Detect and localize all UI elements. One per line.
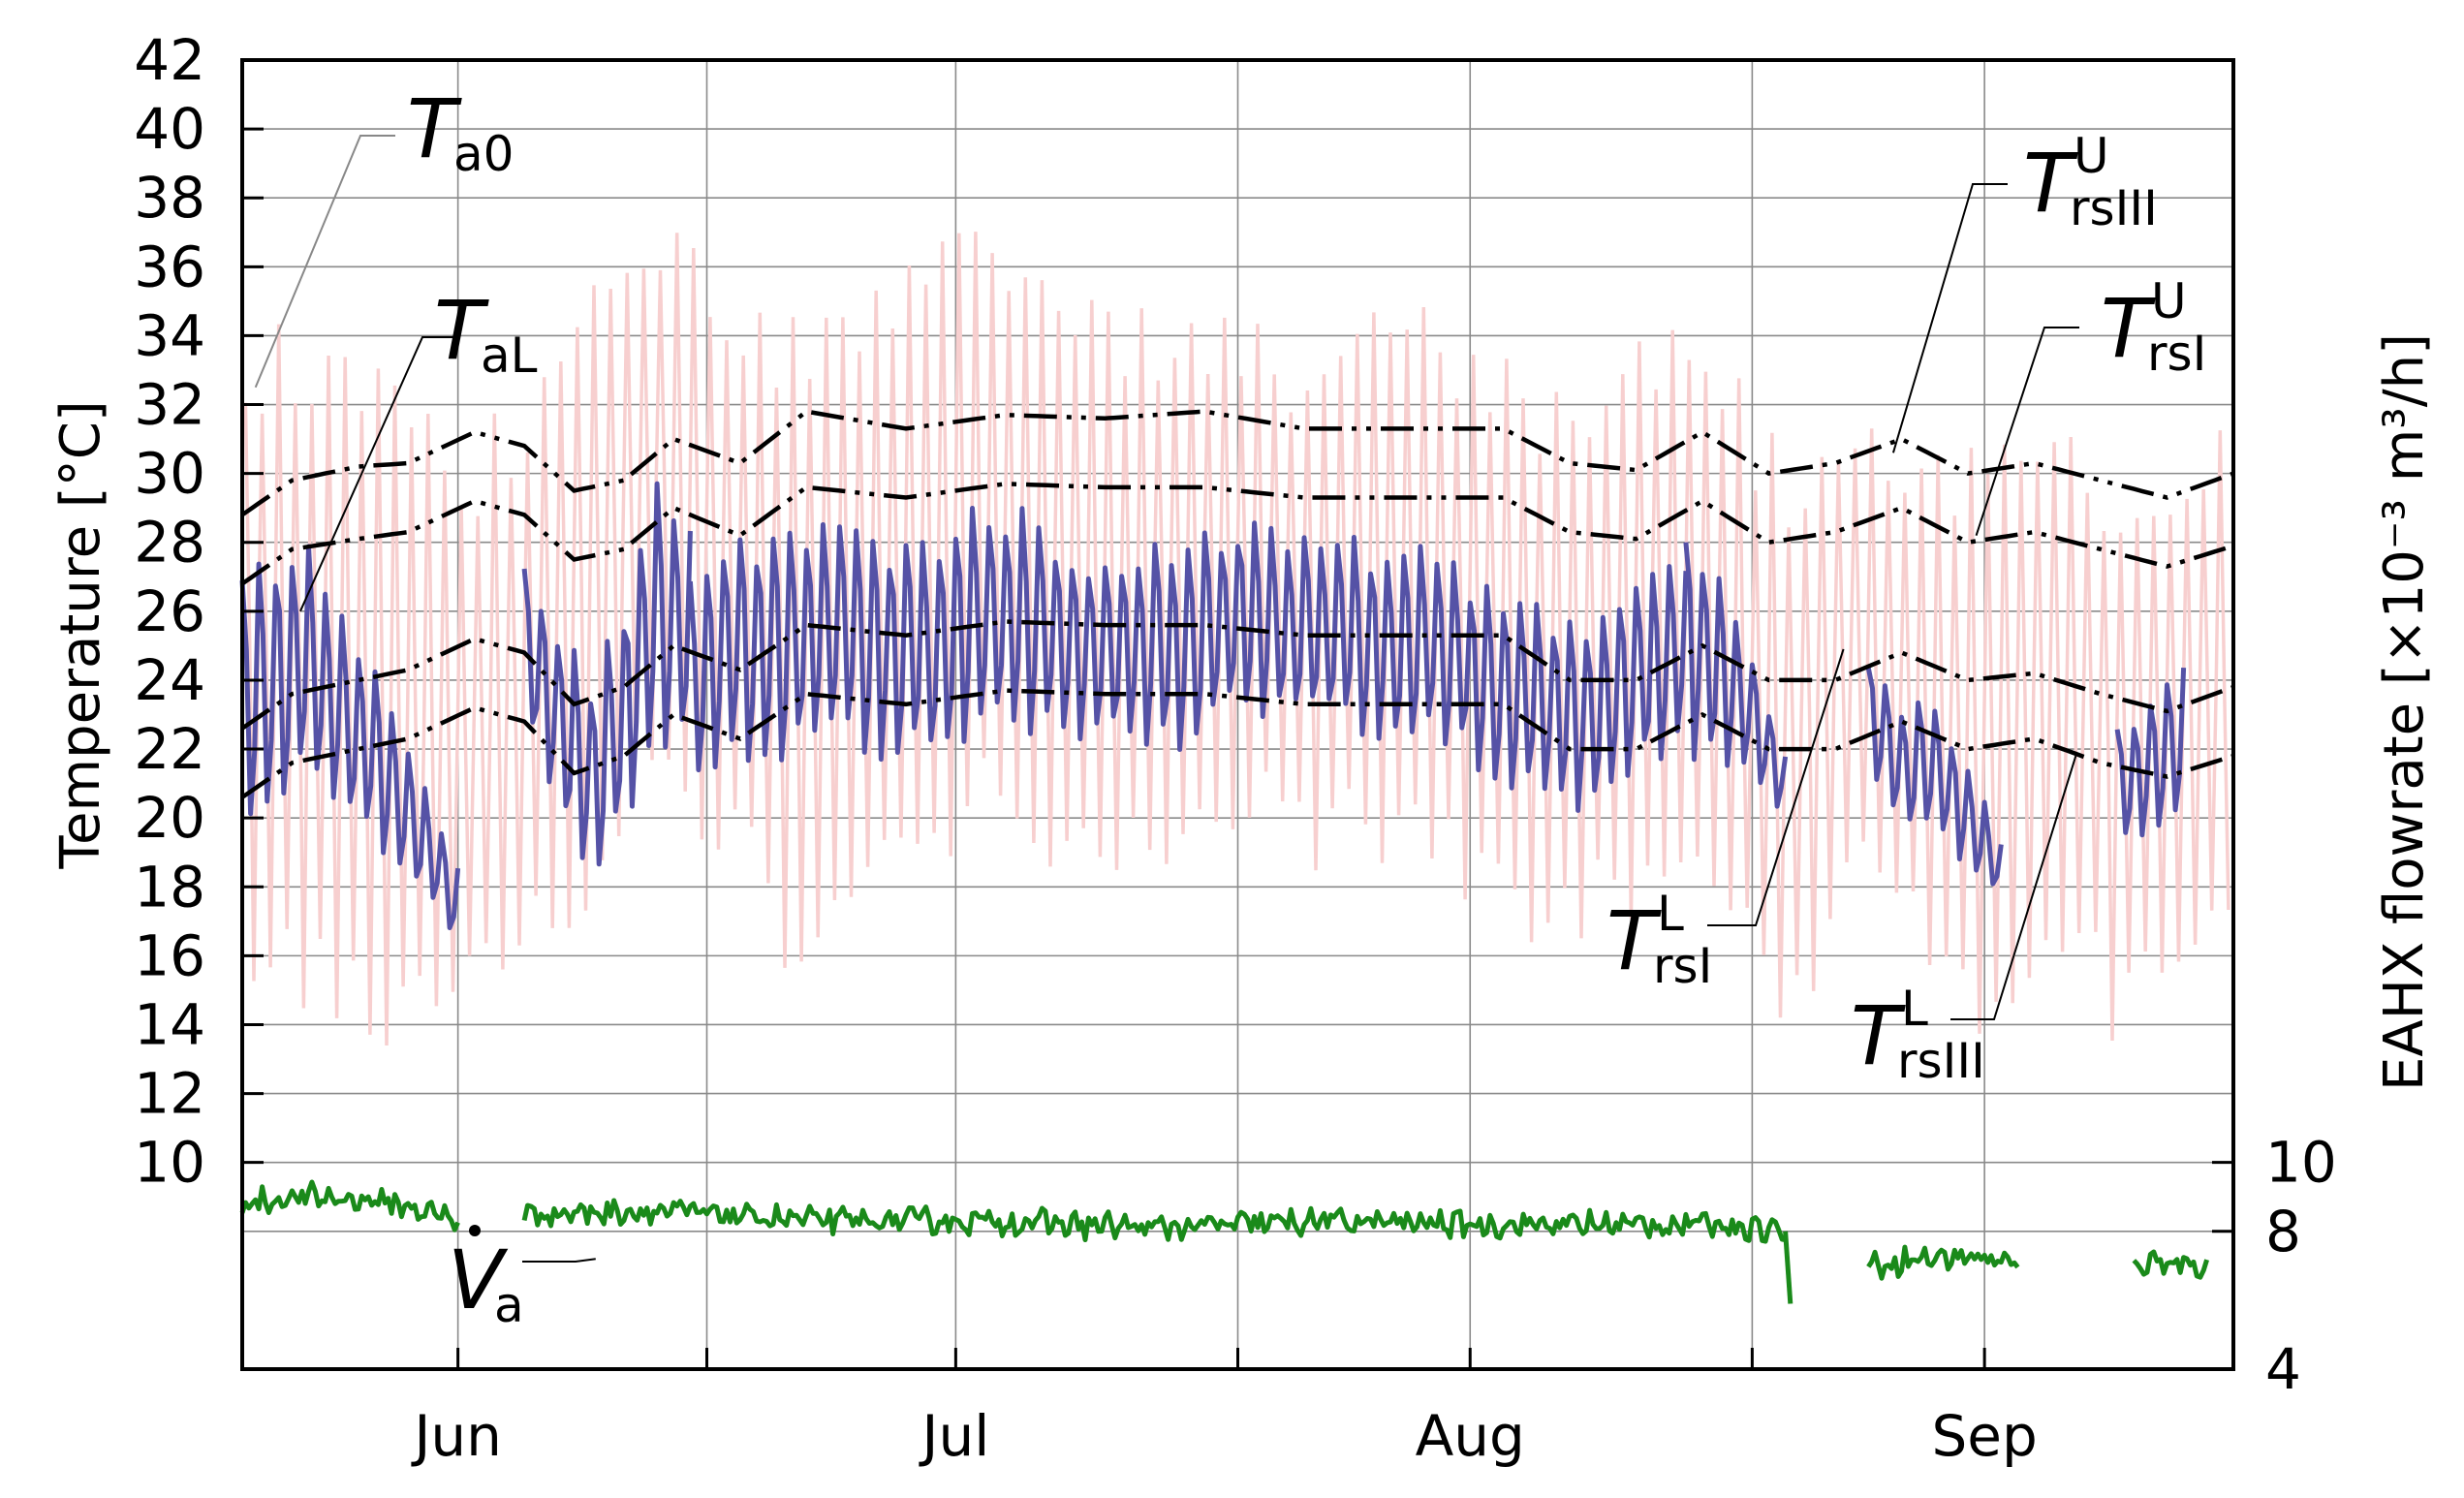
leader-line-TrsI_L	[1707, 648, 1845, 926]
va-line-segment	[2132, 1249, 2209, 1280]
annotation-subscript: a	[494, 1277, 524, 1333]
annotation-TaL: TaL	[434, 283, 538, 384]
annotation-superscript: L	[1901, 981, 1928, 1037]
annotation-symbol: T	[2101, 281, 2156, 376]
x-tick-label: Sep	[1931, 1403, 2037, 1469]
y-tick-label: 34	[134, 302, 205, 368]
series-tal	[239, 481, 2187, 930]
y2-axis-title: EAHX flowrate [×10⁻³ m³/h]	[2373, 333, 2436, 1091]
leader-line-Ta0	[254, 135, 395, 389]
y-tick-label: 42	[134, 27, 205, 93]
annotation-subscript: rsI	[1653, 938, 1712, 994]
y-tick-label: 22	[134, 716, 205, 782]
tal-line-segment	[239, 544, 461, 930]
bound-line-TrsI-L	[240, 619, 2234, 731]
y-tick-label: 12	[134, 1061, 205, 1127]
x-tick-label: Jul	[919, 1403, 989, 1469]
y-tick-label: 28	[134, 510, 205, 576]
annotation-symbol: T	[434, 283, 489, 378]
annotation-subscript: aL	[481, 328, 538, 384]
annotation-superscript: L	[1657, 886, 1684, 942]
annotation-subscript: rsIII	[1897, 1033, 1985, 1089]
tal-line-segment	[521, 481, 693, 867]
leader-line-TrsIII_U	[1891, 183, 2008, 453]
series-va	[239, 1179, 2209, 1304]
annotation-subscript: rsI	[2147, 326, 2206, 382]
va-line-segment	[521, 1198, 1786, 1244]
plot-frame	[240, 58, 2235, 1371]
y-tick-label: 32	[134, 372, 205, 438]
annotation-Va: Va	[448, 1225, 524, 1333]
tick-labels: 10121416182022242628303234363840424810Ju…	[134, 27, 2337, 1469]
tal-line-segment	[687, 506, 1689, 813]
y-tick-label: 24	[134, 647, 205, 713]
annotation-symbol: T	[1606, 893, 1662, 988]
leader-line-TrsI_U	[1975, 327, 2079, 536]
annotation-subscript: rsIII	[2070, 180, 2158, 236]
annotation-symbol: T	[1851, 988, 1906, 1083]
va-dot-marker	[469, 1225, 481, 1236]
x-tick-label: Jun	[411, 1403, 502, 1469]
y-tick-label: 14	[134, 991, 205, 1057]
x-tick-label: Aug	[1416, 1403, 1525, 1469]
leader-line-TaL	[299, 336, 457, 612]
bound-line-TrsI-U	[240, 482, 2234, 586]
plot-border	[240, 58, 2235, 1371]
leader-line-TrsIII_L	[1950, 755, 2077, 1020]
y2-tick-label: 10	[2265, 1130, 2337, 1196]
tal-line-segment	[1683, 542, 1789, 809]
y-tick-label: 10	[134, 1130, 205, 1196]
va-line-segment	[1783, 1231, 1793, 1304]
y-tick-label: 38	[134, 165, 205, 231]
y-tick-label: 20	[134, 785, 205, 851]
y-tick-label: 18	[134, 854, 205, 920]
annotation-subscript: a0	[453, 126, 514, 182]
va-line-segment	[239, 1179, 460, 1233]
bound-line-TrsIII-L	[240, 688, 2234, 799]
y2-tick-label: 8	[2265, 1199, 2301, 1264]
y-tick-label: 16	[134, 922, 205, 988]
annotation-superscript: U	[2151, 273, 2187, 329]
annotation-symbol: T	[2023, 136, 2078, 231]
y-axis-title: Temperature [°C]	[49, 400, 112, 869]
bound-line-TrsIII-U	[240, 409, 2234, 517]
y-tick-label: 26	[134, 578, 205, 644]
tal-line-segment	[1865, 667, 2004, 887]
series-bounds	[240, 409, 2234, 799]
annotation-Ta0: Ta0	[407, 81, 514, 182]
va-line-segment	[1866, 1244, 2020, 1281]
y-tick-label: 36	[134, 234, 205, 299]
annotation-symbol: V	[448, 1233, 509, 1327]
annotation-superscript: U	[2074, 128, 2109, 184]
y2-tick-label: 4	[2265, 1336, 2301, 1402]
leader-line-Va	[522, 1258, 596, 1263]
y-tick-label: 40	[134, 96, 205, 162]
y-tick-label: 30	[134, 441, 205, 507]
annotation-symbol: T	[407, 81, 462, 176]
